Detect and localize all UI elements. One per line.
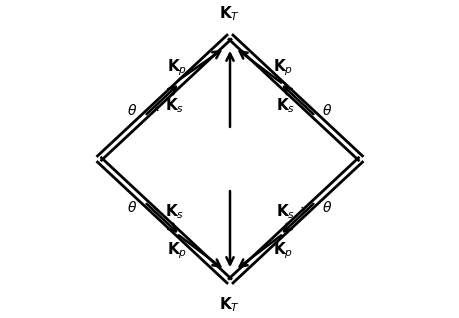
Text: $\mathbf{K}_s$: $\mathbf{K}_s$ <box>275 97 294 115</box>
Text: $\mathbf{K}_s$: $\mathbf{K}_s$ <box>165 203 184 221</box>
Text: $\mathbf{K}_p$: $\mathbf{K}_p$ <box>167 58 187 78</box>
Text: $\mathbf{K}_s$: $\mathbf{K}_s$ <box>165 97 184 115</box>
Text: $\mathbf{K}_p$: $\mathbf{K}_p$ <box>167 240 187 260</box>
Text: $\mathbf{K}_s$: $\mathbf{K}_s$ <box>275 203 294 221</box>
Text: $\theta$: $\theta$ <box>127 103 137 118</box>
Text: $\mathbf{K}_T$: $\mathbf{K}_T$ <box>219 295 240 314</box>
Text: $\theta$: $\theta$ <box>322 200 332 215</box>
Text: $\mathbf{K}_p$: $\mathbf{K}_p$ <box>272 58 292 78</box>
Text: $\theta$: $\theta$ <box>322 103 332 118</box>
Text: $\mathbf{K}_p$: $\mathbf{K}_p$ <box>272 240 292 260</box>
Text: $\mathbf{K}_T$: $\mathbf{K}_T$ <box>219 4 240 23</box>
Text: $\theta$: $\theta$ <box>127 200 137 215</box>
